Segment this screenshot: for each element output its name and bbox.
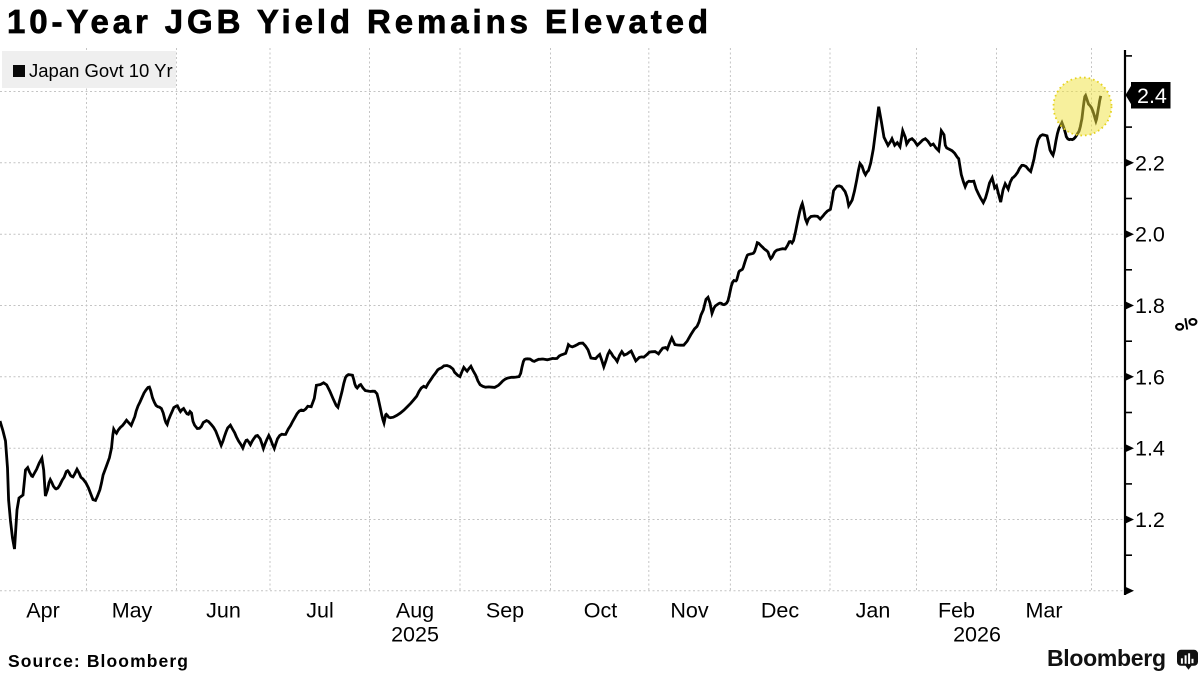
svg-text:Jan: Jan <box>856 599 891 623</box>
svg-text:Dec: Dec <box>761 599 799 623</box>
svg-text:Jul: Jul <box>306 599 333 623</box>
svg-text:1.8: 1.8 <box>1135 294 1165 318</box>
svg-text:2.4: 2.4 <box>1137 84 1167 108</box>
svg-text:2026: 2026 <box>953 623 1001 647</box>
svg-text:2.0: 2.0 <box>1135 223 1165 247</box>
svg-text:Mar: Mar <box>1025 599 1062 623</box>
svg-text:Apr: Apr <box>26 599 59 623</box>
svg-text:1.4: 1.4 <box>1135 437 1165 461</box>
svg-text:Oct: Oct <box>584 599 617 623</box>
svg-text:Sep: Sep <box>486 599 524 623</box>
svg-text:Feb: Feb <box>938 599 975 623</box>
svg-text:May: May <box>112 599 153 623</box>
svg-text:Jun: Jun <box>206 599 241 623</box>
svg-text:1.6: 1.6 <box>1135 365 1165 389</box>
svg-text:Nov: Nov <box>670 599 708 623</box>
svg-text:2.2: 2.2 <box>1135 151 1165 175</box>
svg-text:2025: 2025 <box>391 623 439 647</box>
svg-text:1.2: 1.2 <box>1135 508 1165 532</box>
svg-text:Aug: Aug <box>396 599 434 623</box>
